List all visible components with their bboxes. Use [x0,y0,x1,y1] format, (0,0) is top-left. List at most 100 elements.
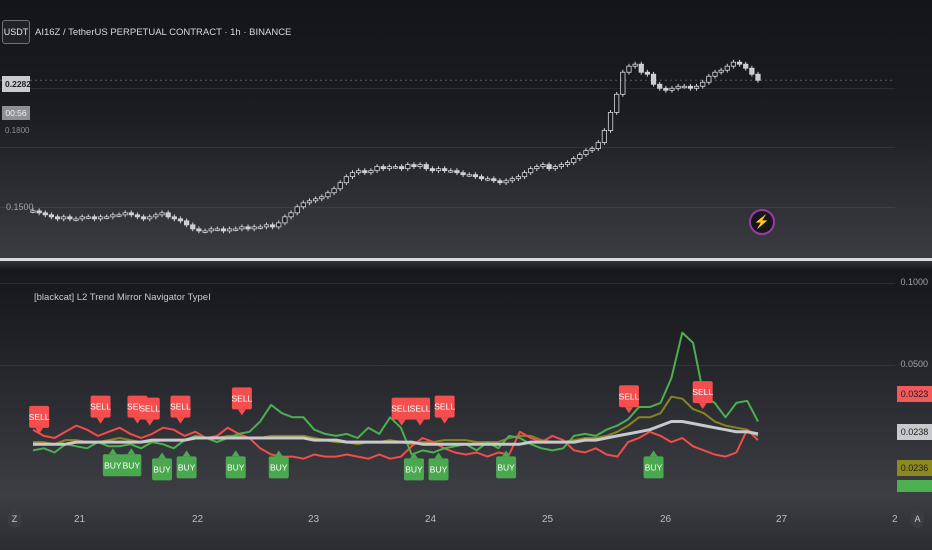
candle-body [712,71,718,77]
candle-body [540,164,546,168]
candle-body [521,172,528,178]
buy-signal-label: BUY [153,464,171,474]
candle-body [337,182,343,190]
sell-signal-box [231,387,252,410]
candle-body [331,188,337,194]
buy-signal-arrow [409,452,418,459]
candle-body [239,226,245,230]
candle-body [140,216,147,220]
sell-signal-box [90,395,111,418]
candle-body [700,81,706,87]
candle-body [134,214,141,218]
candle-body [564,162,571,166]
buy-signal-label: BUY [430,464,448,474]
sell-signal-label: SELL [434,402,455,412]
buy-signal-label: BUY [645,462,663,472]
sell-signal-arrow [440,417,449,424]
sell-signal-arrow [237,409,246,416]
candle-body [374,166,380,172]
candle-body [110,214,116,218]
symbol-badge[interactable]: USDT [2,20,30,44]
candle-body [706,75,712,83]
buy-signal-arrow [274,450,283,457]
sell-signal-label: SELL [139,404,160,414]
candle-body [546,164,552,170]
sell-signal-arrow [96,417,105,424]
candle-body [202,230,208,233]
sell-signal-label: SELL [619,391,640,401]
lightning-icon[interactable]: ⚡ [749,209,775,235]
sell-signal-arrow [35,427,44,434]
candle-body [227,228,233,232]
candle-body [282,216,288,224]
candle-body [190,224,196,230]
candle-body [349,172,356,178]
date-label-edge: 2 [892,514,898,525]
last-price-tag: 0.2282 [2,76,31,92]
buy-signal-box [403,458,424,481]
buy-signal-arrow [231,450,240,457]
candle-body [171,216,177,220]
buy-signal-label: BUY [123,460,141,470]
candle-body [245,226,251,230]
candle-body [184,220,190,226]
candle-body [61,216,67,220]
candle-body [626,65,632,73]
sell-signal-box [29,405,50,428]
candle-body [214,228,220,231]
candle-body [233,228,239,231]
candle-body [36,210,42,214]
candle-body [54,216,61,220]
candle-body [147,216,153,220]
buy-signal-arrow [434,452,443,459]
candle-body [743,63,749,69]
candle-body [405,164,411,170]
candle-body [558,164,564,168]
candle-body [528,168,534,174]
candle-body [85,216,91,219]
candle-body [515,176,521,180]
date-label: 23 [308,514,320,525]
pane-separator[interactable] [0,258,932,261]
candle-body [577,154,583,159]
candle-body [380,166,386,170]
buy-signal-arrow [158,452,167,459]
indicator-axis-label: 0.1000 [900,277,928,287]
buy-signal-box [225,456,246,479]
indicator-axis-label: 0.0500 [900,359,928,369]
candle-body [663,87,669,91]
red-value-tag: 0.0323 [897,386,932,402]
price-gridline [0,147,895,148]
candle-body [153,214,159,218]
buy-signal-arrow [182,450,191,457]
candle-body [399,166,405,170]
candle-body [159,212,165,216]
sell-signal-arrow [176,417,185,424]
indicator-title[interactable]: [blackcat] L2 Trend Mirror Navigator Typ… [34,292,211,303]
timezone-button[interactable]: Z [8,510,21,528]
symbol-title[interactable]: AI16Z / TetherUS PERPETUAL CONTRACT · 1h… [35,27,292,38]
auto-scale-button[interactable]: A [911,510,924,528]
candle-body [116,214,122,217]
candle-body [485,178,491,181]
buy-signal-box [176,456,197,479]
date-label: 22 [192,514,204,525]
buy-signal-box [102,454,123,477]
candle-body [736,61,743,65]
date-label: 25 [542,514,554,525]
candle-body [693,85,700,89]
price-axis-label: 0.1500 [6,202,34,212]
buy-signal-arrow [649,450,658,457]
candle-body [362,170,368,174]
sell-signal-box [391,397,412,420]
sell-signal-label: SELL [170,402,191,412]
sell-signal-arrow [416,419,425,426]
indicator-gridline [0,283,895,284]
indicator-gridline [0,365,895,366]
date-label: 21 [74,514,86,525]
candle-body [509,178,515,182]
candle-body [313,198,319,202]
sell-signal-box [434,395,455,418]
